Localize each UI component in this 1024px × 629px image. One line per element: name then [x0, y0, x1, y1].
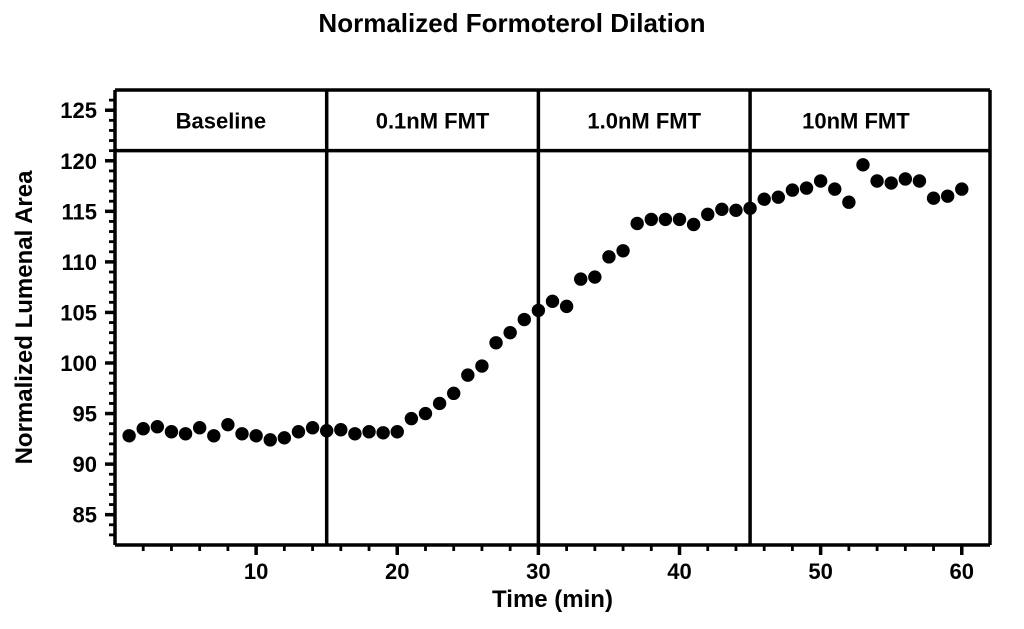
- phase-label: 1.0nM FMT: [587, 108, 701, 133]
- phase-label: 0.1nM FMT: [376, 108, 490, 133]
- data-point: [814, 175, 826, 187]
- chart-container: Normalized Formoterol Dilation 10 20 30 40 50…: [0, 0, 1024, 629]
- y-tick-label: 110: [62, 250, 98, 275]
- data-point: [575, 273, 587, 285]
- data-point: [335, 424, 347, 436]
- data-point: [885, 177, 897, 189]
- data-point: [193, 422, 205, 434]
- data-point: [250, 430, 262, 442]
- data-point: [800, 182, 812, 194]
- data-point: [363, 426, 375, 438]
- data-point: [927, 192, 939, 204]
- y-axis-label: Normalized Lumenal Area: [11, 170, 38, 465]
- data-point: [292, 426, 304, 438]
- data-point: [433, 397, 445, 409]
- data-point: [716, 203, 728, 215]
- data-point: [278, 432, 290, 444]
- data-point: [123, 430, 135, 442]
- data-point: [913, 175, 925, 187]
- y-tick-label: 120: [60, 149, 97, 174]
- data-point: [391, 426, 403, 438]
- data-point: [730, 204, 742, 216]
- x-tick-label: 10: [244, 559, 268, 584]
- data-point: [786, 184, 798, 196]
- data-point: [956, 183, 968, 195]
- data-point: [165, 426, 177, 438]
- x-tick-label: 50: [808, 559, 832, 584]
- data-point: [490, 337, 502, 349]
- data-point: [899, 173, 911, 185]
- data-point: [405, 412, 417, 424]
- phase-label: Baseline: [176, 108, 267, 133]
- x-tick-label: 40: [667, 559, 691, 584]
- x-tick-label: 60: [950, 559, 974, 584]
- y-tick-label: 100: [60, 351, 97, 376]
- data-point: [744, 202, 756, 214]
- y-tick-label: 125: [60, 98, 97, 123]
- data-point: [829, 183, 841, 195]
- data-point: [419, 407, 431, 419]
- y-tick-label: 105: [60, 300, 97, 325]
- data-point: [377, 427, 389, 439]
- data-point: [306, 422, 318, 434]
- data-point: [518, 313, 530, 325]
- y-tick-label: 115: [62, 199, 98, 224]
- data-point: [264, 434, 276, 446]
- data-point: [659, 213, 671, 225]
- data-point: [462, 369, 474, 381]
- y-tick-label: 90: [73, 452, 97, 477]
- data-point: [941, 190, 953, 202]
- x-axis-label: Time (min): [492, 586, 613, 613]
- data-point: [631, 217, 643, 229]
- x-tick-label: 20: [385, 559, 409, 584]
- data-point: [349, 428, 361, 440]
- data-point: [702, 208, 714, 220]
- data-point: [645, 213, 657, 225]
- data-point: [448, 387, 460, 399]
- y-tick-label: 85: [73, 503, 97, 528]
- x-tick-label: 30: [526, 559, 550, 584]
- chart-svg: Normalized Formoterol Dilation 10 20 30 40 50…: [0, 0, 1024, 629]
- chart-title: Normalized Formoterol Dilation: [318, 8, 705, 38]
- data-point: [857, 159, 869, 171]
- data-point: [151, 421, 163, 433]
- data-point: [546, 295, 558, 307]
- data-point: [603, 251, 615, 263]
- data-point: [137, 423, 149, 435]
- y-tick-label: 95: [73, 402, 97, 427]
- data-point: [871, 175, 883, 187]
- data-point: [772, 191, 784, 203]
- data-point: [687, 218, 699, 230]
- data-point: [758, 193, 770, 205]
- data-point: [476, 360, 488, 372]
- data-point: [179, 428, 191, 440]
- data-point: [504, 326, 516, 338]
- data-point: [208, 430, 220, 442]
- data-point: [320, 425, 332, 437]
- data-point: [589, 271, 601, 283]
- data-point: [843, 196, 855, 208]
- data-point: [532, 304, 544, 316]
- data-point: [222, 418, 234, 430]
- phase-label: 10nM FMT: [802, 108, 910, 133]
- data-point: [673, 213, 685, 225]
- data-point: [617, 245, 629, 257]
- data-point: [560, 300, 572, 312]
- data-point: [236, 428, 248, 440]
